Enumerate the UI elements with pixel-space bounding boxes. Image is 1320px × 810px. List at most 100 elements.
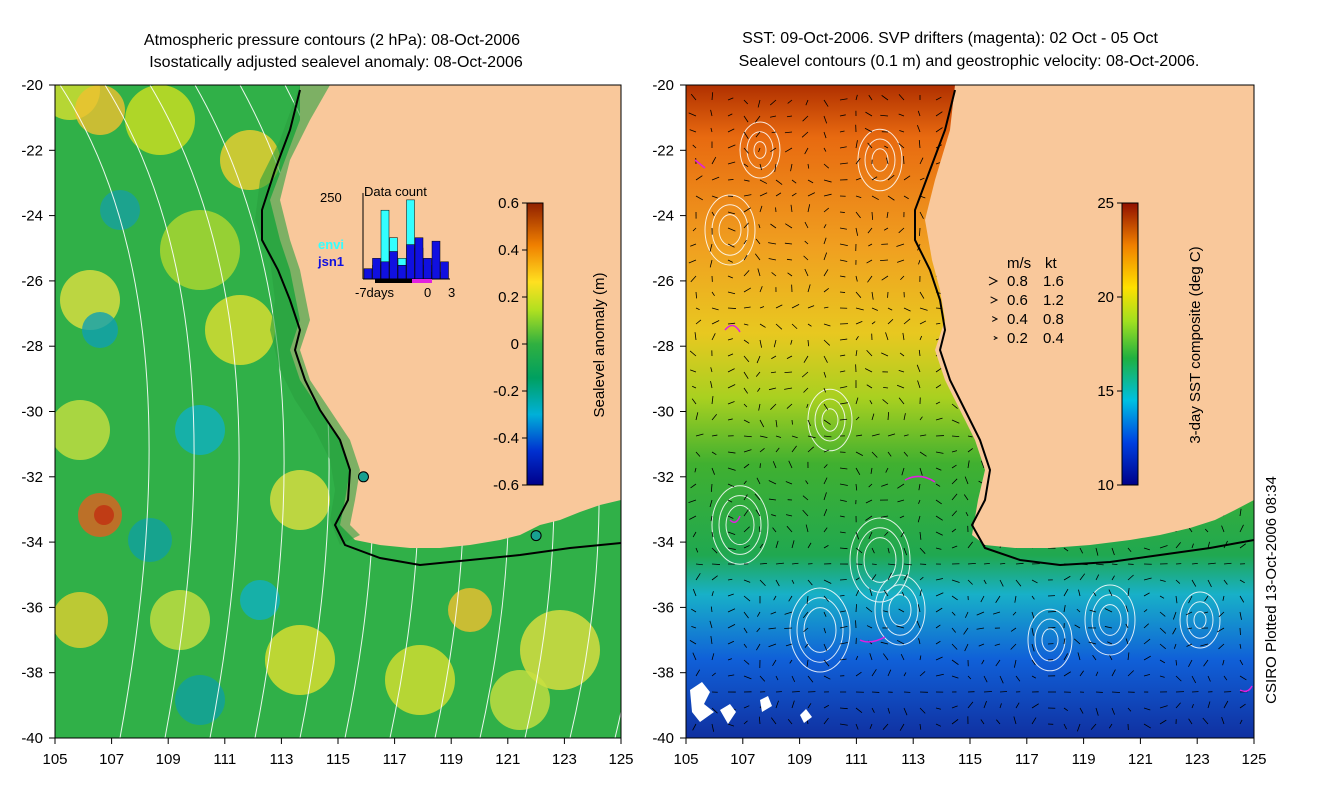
inset-bar-jsn1 [431, 240, 441, 280]
velocity-arrow [727, 674, 735, 677]
velocity-arrow [823, 355, 828, 363]
velocity-arrow [743, 611, 749, 619]
velocity-arrow [855, 723, 859, 730]
velocity-arrow [743, 339, 750, 344]
velocity-arrow [1111, 563, 1118, 565]
velocity-arrow [1077, 652, 1081, 661]
velocity-arrow [791, 323, 798, 330]
velocity-arrow [709, 620, 713, 629]
velocity-arrow [899, 723, 905, 731]
velocity-arrow [805, 524, 809, 533]
velocity-arrow [743, 306, 751, 309]
velocity-arrow [1223, 700, 1229, 709]
velocity-arrow [900, 275, 905, 281]
velocity-arrow [807, 579, 813, 586]
velocity-arrow [694, 332, 697, 341]
velocity-arrow [855, 707, 863, 714]
velocity-arrow [773, 339, 777, 348]
velocity-arrow [898, 94, 905, 101]
velocity-arrow [804, 147, 809, 155]
velocity-arrow [711, 723, 715, 732]
velocity-arrow [711, 653, 715, 661]
velocity-arrow [871, 451, 878, 458]
lat-tick-label: -26 [21, 273, 43, 290]
velocity-arrow [951, 719, 959, 725]
velocity-arrow [1015, 702, 1020, 709]
velocity-arrow [695, 433, 704, 437]
velocity-arrow [711, 92, 714, 101]
velocity-arrow [1175, 595, 1178, 604]
velocity-arrow [980, 595, 985, 603]
velocity-arrow [865, 111, 873, 117]
velocity-arrow [1188, 659, 1193, 667]
velocity-arrow [772, 659, 777, 667]
velocity-arrow [759, 448, 765, 453]
velocity-arrow [867, 142, 873, 149]
velocity-arrow [880, 641, 889, 645]
velocity-arrow [787, 99, 793, 104]
velocity-arrow [727, 368, 735, 373]
velocity-arrow [935, 162, 941, 165]
velocity-legend-header-kt: kt [1045, 255, 1058, 272]
lon-tick-label: 113 [901, 751, 925, 768]
velocity-arrow [771, 131, 777, 134]
sla-blob [94, 505, 114, 525]
velocity-arrow [823, 704, 830, 709]
lon-tick-label: 123 [1185, 751, 1210, 768]
velocity-arrow [1203, 659, 1209, 667]
inset-bar-jsn1 [363, 268, 373, 280]
left-axes: 105 107 109 111 113 115 117 119 121 123 125 -20 -22 -… [21, 77, 633, 768]
velocity-arrow [803, 255, 809, 261]
velocity-arrow [1143, 707, 1151, 711]
velocity-arrow [823, 675, 831, 680]
velocity-arrow [743, 323, 749, 326]
velocity-arrow [743, 147, 749, 154]
inset-xlabel-zero: 0 [424, 285, 431, 300]
velocity-arrow [756, 477, 761, 485]
velocity-arrow [1159, 675, 1165, 678]
velocity-arrow [901, 467, 905, 476]
velocity-arrow [758, 147, 761, 153]
velocity-arrow [743, 659, 750, 665]
velocity-arrow [1239, 543, 1246, 549]
velocity-arrow [1204, 595, 1209, 602]
velocity-arrow [839, 579, 847, 581]
velocity-arrow [775, 179, 783, 185]
velocity-arrow [823, 545, 829, 549]
lat-tick-label: -24 [652, 208, 674, 225]
velocity-arrow [869, 723, 873, 729]
lat-tick-label: -36 [652, 599, 674, 616]
velocity-arrow [1073, 638, 1081, 645]
velocity-arrow [951, 579, 960, 583]
velocity-arrow [711, 176, 720, 181]
velocity-arrow [1127, 707, 1132, 712]
velocity-arrow [791, 540, 795, 549]
velocity-arrow [789, 659, 793, 664]
lat-tick-label: -28 [21, 338, 43, 355]
velocity-arrow [711, 211, 715, 216]
velocity-arrow [919, 671, 926, 677]
sla-colorbar: 0.6 0.4 0.2 0 -0.2 -0.4 -0.6 Sealevel anomaly … [493, 195, 608, 494]
velocity-arrow [743, 449, 752, 453]
velocity-arrow [871, 321, 876, 325]
velocity-arrow [1063, 588, 1069, 597]
velocity-arrow [1108, 723, 1113, 729]
velocity-arrow [1063, 605, 1066, 613]
velocity-arrow [1187, 627, 1193, 630]
velocity-arrow [882, 653, 889, 661]
inset-legend-jsn1: jsn1 [317, 254, 344, 269]
velocity-arrow [1191, 579, 1197, 587]
inset-xlabel-end: 3 [448, 285, 455, 300]
velocity-arrow [869, 400, 873, 405]
velocity-arrow [839, 483, 848, 486]
velocity-arrow [756, 627, 761, 633]
velocity-arrow [903, 434, 909, 437]
lon-tick-label: 105 [673, 751, 698, 768]
inset-bar-jsn1 [372, 258, 381, 280]
sla-blob [100, 190, 140, 230]
velocity-arrow [951, 450, 958, 453]
velocity-arrow [1159, 595, 1165, 599]
velocity-arrow [759, 192, 768, 197]
velocity-arrow [855, 335, 859, 341]
velocity-arrow [839, 211, 845, 213]
